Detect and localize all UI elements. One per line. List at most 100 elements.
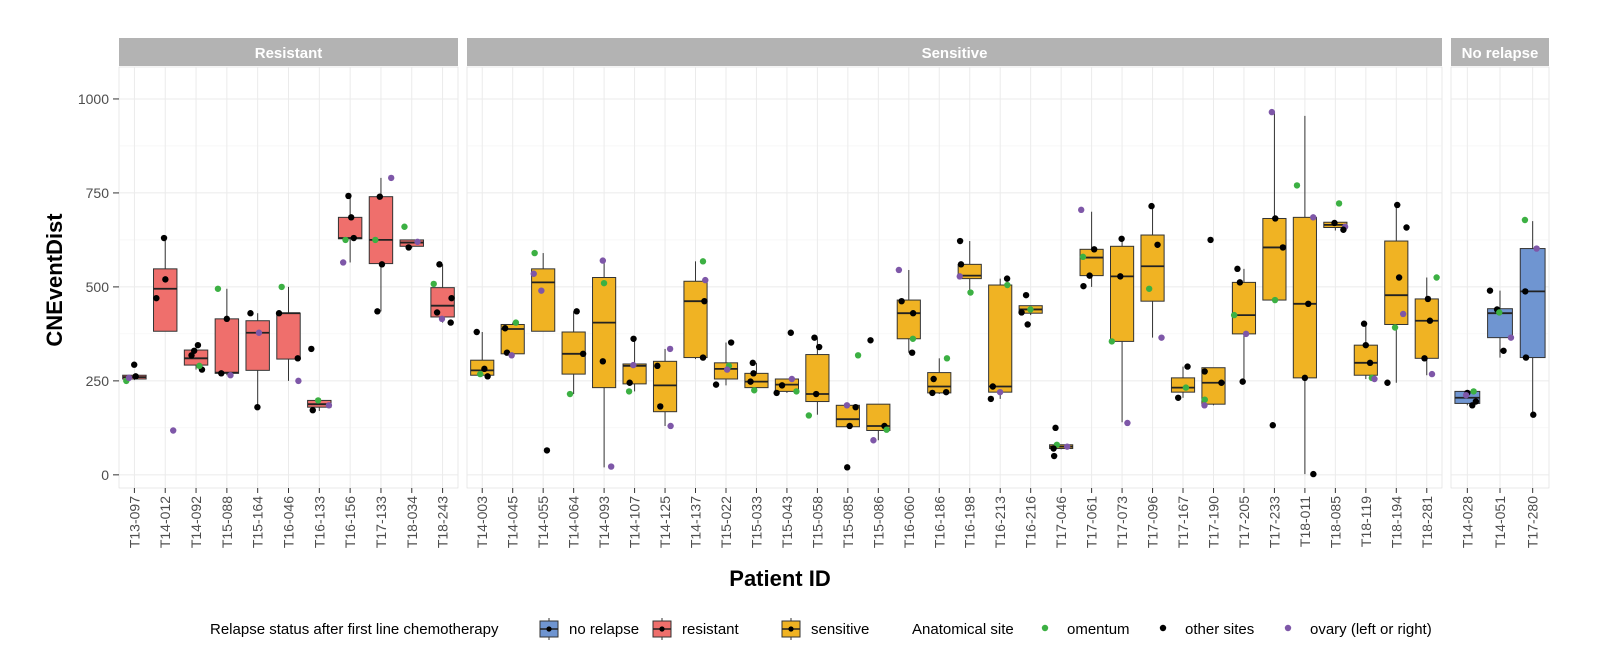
data-point — [1201, 396, 1208, 403]
data-point — [436, 261, 443, 268]
data-point — [1080, 282, 1087, 290]
box — [531, 268, 556, 332]
patient-T16-060: T16-060 — [895, 67, 921, 548]
x-tick-label: T15-033 — [748, 496, 764, 548]
data-point — [898, 297, 905, 305]
data-point — [1462, 391, 1470, 399]
strip-label: No relapse — [1462, 45, 1539, 62]
data-point — [599, 358, 607, 365]
x-tick-label: T14-064 — [566, 496, 582, 548]
x-tick-label: T14-055 — [535, 496, 551, 548]
patient-T17-190: T17-190 — [1201, 67, 1226, 548]
data-point — [1371, 375, 1378, 383]
data-point — [943, 355, 951, 362]
data-point — [476, 370, 484, 378]
patient-T14-093: T14-093 — [592, 67, 617, 548]
x-tick-label: T16-046 — [281, 496, 297, 548]
data-point — [1117, 273, 1124, 280]
data-point — [870, 437, 877, 444]
data-point — [1395, 274, 1403, 281]
data-point — [1118, 235, 1125, 242]
data-point — [1124, 419, 1131, 427]
data-point — [1090, 246, 1098, 253]
x-tick-label: T17-167 — [1175, 496, 1191, 548]
data-point — [793, 388, 800, 395]
x-tick-label: T18-011 — [1297, 496, 1313, 547]
data-point — [626, 379, 633, 386]
box — [896, 299, 921, 340]
data-point — [788, 375, 796, 383]
y-tick-label: 750 — [86, 185, 110, 201]
data-point — [1242, 330, 1250, 338]
data-point — [1399, 310, 1407, 318]
box — [1353, 344, 1378, 376]
patient-T16-198: T16-198 — [956, 67, 982, 548]
legend-label: other sites — [1185, 621, 1254, 638]
x-tick-label: T17-280 — [1525, 496, 1541, 548]
data-point — [607, 463, 615, 470]
panel-resistant: Resistant T13-097 T14-012 T14-092 T15-088 T15… — [118, 38, 459, 548]
patient-T14-055: T14-055 — [530, 67, 556, 548]
legend-site-other: other sites — [1159, 621, 1254, 638]
data-point — [503, 349, 511, 356]
patient-T14-051: T14-051 — [1486, 67, 1515, 548]
patient-T17-073: T17-073 — [1108, 67, 1135, 548]
data-point — [170, 427, 177, 434]
data-point — [1063, 443, 1071, 450]
data-point — [956, 273, 963, 280]
patient-T17-233: T17-233 — [1262, 67, 1287, 548]
box — [592, 277, 617, 389]
patient-T14-107: T14-107 — [622, 67, 647, 548]
box — [276, 312, 301, 360]
data-point — [214, 285, 222, 292]
box — [1201, 367, 1226, 405]
legend-label: omentum — [1067, 621, 1130, 638]
data-point — [956, 237, 964, 245]
data-point — [196, 362, 203, 370]
patient-T14-064: T14-064 — [561, 67, 587, 548]
data-point — [401, 223, 408, 230]
data-point — [1384, 379, 1391, 386]
x-tick-label: T16-186 — [931, 496, 947, 548]
box — [368, 196, 394, 265]
box — [805, 354, 830, 403]
legend-site-title: Anatomical site — [912, 621, 1014, 638]
data-point — [1469, 402, 1476, 409]
data-point — [1201, 368, 1208, 375]
data-point — [654, 362, 661, 370]
data-point — [531, 249, 538, 257]
box — [214, 318, 240, 374]
strip-background — [119, 38, 458, 66]
data-point — [1394, 201, 1401, 209]
y-tick-label: 1000 — [78, 91, 109, 107]
legend-site-omentum: omentum — [1041, 621, 1130, 638]
data-point — [1310, 470, 1317, 478]
data-point — [930, 375, 937, 383]
patient-T15-088: T15-088 — [214, 67, 240, 548]
patient-T15-043: T15-043 — [773, 67, 800, 548]
data-point — [747, 378, 754, 385]
box — [337, 216, 363, 240]
x-axis-title: Patient ID — [729, 566, 830, 591]
box — [1231, 281, 1257, 335]
data-point — [812, 390, 820, 398]
data-point — [579, 350, 587, 358]
patient-T16-133: T16-133 — [307, 67, 333, 548]
data-point — [1018, 309, 1025, 316]
y-axis: 0 250 500 750 1000 — [78, 91, 119, 483]
patient-T14-003: T14-003 — [470, 67, 495, 548]
data-point — [909, 310, 917, 317]
data-point — [1360, 320, 1368, 327]
x-tick-label: T15-085 — [840, 496, 856, 548]
data-point — [543, 447, 551, 454]
data-point — [667, 422, 674, 430]
patient-T18-011: T18-011 — [1292, 67, 1317, 547]
box — [988, 284, 1013, 393]
data-point — [153, 294, 160, 302]
data-point — [447, 319, 454, 326]
data-point — [218, 370, 225, 377]
patient-T17-280: T17-280 — [1519, 67, 1546, 548]
data-point — [750, 370, 757, 377]
data-point — [773, 389, 780, 397]
data-point — [131, 361, 138, 368]
